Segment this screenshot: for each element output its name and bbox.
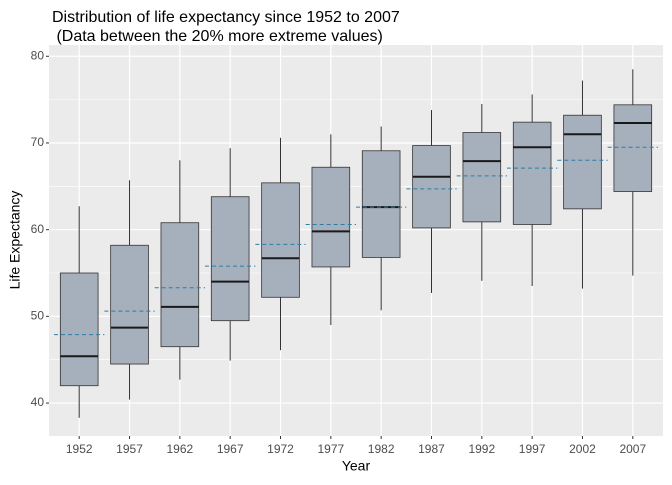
box bbox=[59, 272, 99, 387]
x-tick-label: 1987 bbox=[418, 442, 445, 456]
x-tick-label: 1957 bbox=[116, 442, 143, 456]
x-tick-label: 1992 bbox=[468, 442, 495, 456]
chart-title: Distribution of life expectancy since 19… bbox=[52, 9, 400, 26]
box bbox=[110, 244, 149, 365]
x-tick-label: 1982 bbox=[368, 442, 395, 456]
box bbox=[160, 222, 200, 348]
x-tick-label: 1952 bbox=[66, 442, 93, 456]
y-tick-label: 60 bbox=[31, 222, 45, 236]
chart-subtitle: (Data between the 20% more extreme value… bbox=[52, 28, 383, 45]
y-tick-label: 50 bbox=[31, 309, 45, 323]
y-axis-label: Life Expectancy bbox=[7, 191, 23, 290]
x-tick-label: 1997 bbox=[519, 442, 546, 456]
y-tick-label: 40 bbox=[31, 395, 45, 409]
x-tick-label: 2002 bbox=[569, 442, 596, 456]
box bbox=[563, 114, 602, 210]
box bbox=[210, 196, 250, 322]
plot-panel bbox=[49, 45, 663, 436]
box bbox=[512, 121, 552, 225]
x-tick-label: 1962 bbox=[167, 442, 194, 456]
x-axis-label: Year bbox=[342, 458, 371, 474]
x-tick-label: 1967 bbox=[217, 442, 244, 456]
x-tick-label: 2007 bbox=[619, 442, 646, 456]
box bbox=[261, 182, 300, 298]
y-tick-label: 70 bbox=[31, 135, 45, 149]
x-tick-label: 1977 bbox=[317, 442, 344, 456]
box bbox=[412, 145, 451, 229]
box bbox=[462, 132, 502, 223]
box bbox=[613, 104, 653, 192]
x-tick-label: 1972 bbox=[267, 442, 294, 456]
box bbox=[361, 150, 401, 258]
y-tick-label: 80 bbox=[31, 48, 45, 62]
box bbox=[311, 166, 351, 268]
